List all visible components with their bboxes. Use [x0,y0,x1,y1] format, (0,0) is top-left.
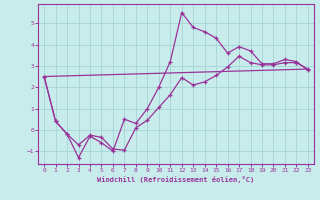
X-axis label: Windchill (Refroidissement éolien,°C): Windchill (Refroidissement éolien,°C) [97,176,255,183]
